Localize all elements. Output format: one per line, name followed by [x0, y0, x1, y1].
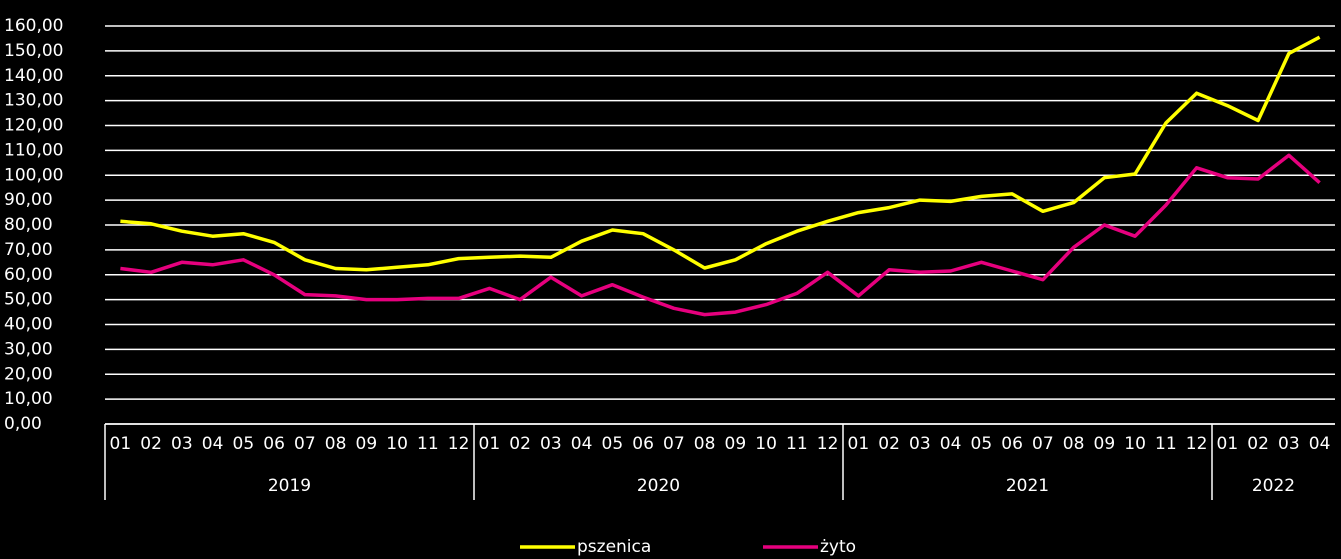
y-tick-label: 90,00 [4, 190, 53, 210]
x-tick-label: 12 [817, 434, 839, 454]
y-tick-label: 160,00 [4, 16, 63, 36]
y-tick-label: 150,00 [4, 41, 63, 61]
x-tick-label: 09 [1094, 434, 1116, 454]
x-tick-label: 08 [325, 434, 347, 454]
x-tick-label: 07 [1032, 434, 1054, 454]
x-tick-label: 01 [110, 434, 132, 454]
x-tick-label: 06 [632, 434, 654, 454]
x-tick-label: 05 [971, 434, 993, 454]
x-tick-label: 04 [202, 434, 224, 454]
x-tick-label: 05 [233, 434, 255, 454]
x-tick-label: 08 [1063, 434, 1085, 454]
x-group-label: 2022 [1252, 476, 1295, 496]
x-tick-label: 11 [786, 434, 808, 454]
legend-label: pszenica [577, 537, 651, 557]
x-tick-label: 02 [140, 434, 162, 454]
y-tick-label: 140,00 [4, 66, 63, 86]
x-tick-label: 01 [848, 434, 870, 454]
x-tick-label: 07 [294, 434, 316, 454]
x-tick-label: 03 [171, 434, 193, 454]
x-group-label: 2019 [268, 476, 311, 496]
x-tick-label: 06 [1001, 434, 1023, 454]
x-tick-label: 10 [386, 434, 408, 454]
x-tick-label: 05 [602, 434, 624, 454]
x-tick-label: 09 [725, 434, 747, 454]
x-tick-label: 02 [878, 434, 900, 454]
x-tick-label: 07 [663, 434, 685, 454]
y-tick-label: 100,00 [4, 165, 63, 185]
x-tick-label: 04 [1309, 434, 1331, 454]
x-tick-label: 09 [356, 434, 378, 454]
x-tick-label: 02 [1247, 434, 1269, 454]
x-tick-label: 08 [694, 434, 716, 454]
y-tick-label: 60,00 [4, 265, 53, 285]
y-tick-label: 10,00 [4, 389, 53, 409]
x-tick-label: 02 [509, 434, 531, 454]
x-tick-label: 10 [1124, 434, 1146, 454]
x-tick-label: 12 [448, 434, 470, 454]
x-tick-label: 06 [263, 434, 285, 454]
y-tick-label: 20,00 [4, 364, 53, 384]
x-tick-label: 01 [479, 434, 501, 454]
y-tick-label: 120,00 [4, 116, 63, 136]
y-tick-label: 30,00 [4, 339, 53, 359]
series-line [120, 35, 1321, 272]
x-tick-label: 03 [540, 434, 562, 454]
y-tick-label: 50,00 [4, 290, 53, 310]
x-tick-label: 03 [1278, 434, 1300, 454]
y-tick-label: 110,00 [4, 140, 63, 160]
x-tick-label: 04 [940, 434, 962, 454]
legend-label: żyto [820, 537, 856, 557]
x-tick-label: 11 [1155, 434, 1177, 454]
y-tick-label: 130,00 [4, 91, 63, 111]
x-tick-label: 04 [571, 434, 593, 454]
x-group-label: 2021 [1006, 476, 1049, 496]
x-tick-label: 03 [909, 434, 931, 454]
y-tick-label: 80,00 [4, 215, 53, 235]
y-tick-label: 70,00 [4, 240, 53, 260]
x-group-label: 2020 [637, 476, 680, 496]
x-tick-label: 11 [417, 434, 439, 454]
x-tick-label: 10 [755, 434, 777, 454]
series-line [120, 153, 1321, 317]
y-tick-label: 0,00 [4, 414, 42, 434]
y-tick-label: 40,00 [4, 315, 53, 335]
x-tick-label: 01 [1217, 434, 1239, 454]
x-tick-label: 12 [1186, 434, 1208, 454]
